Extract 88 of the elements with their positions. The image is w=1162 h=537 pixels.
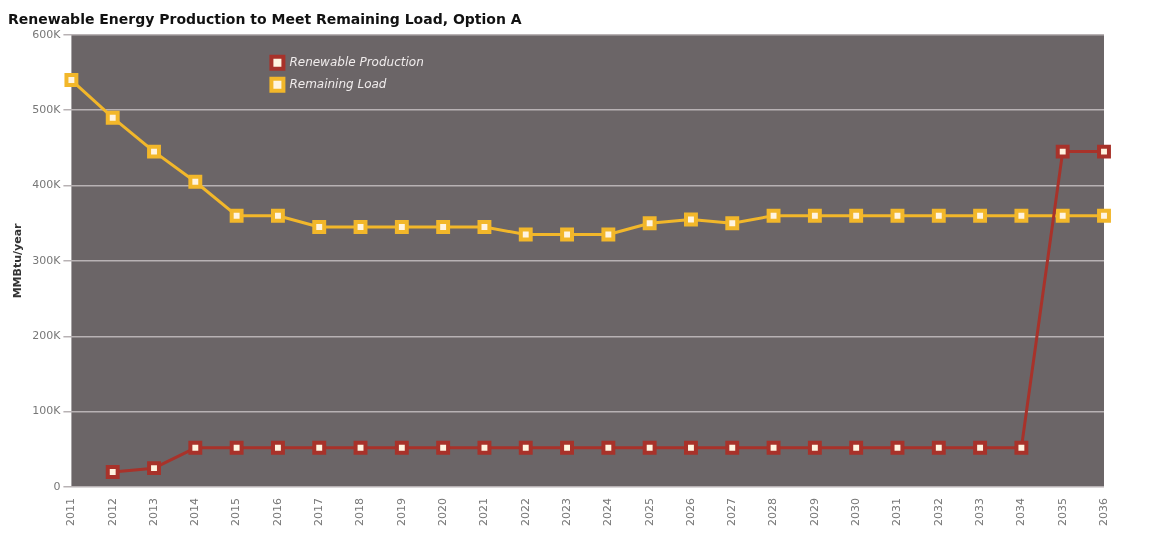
point (560, 440, 574, 455)
point (642, 216, 657, 231)
legend-label: Renewable Production (289, 54, 424, 69)
x-tick-label: 2031 (890, 498, 904, 527)
point (436, 220, 451, 234)
x-tick-label: 2036 (1096, 498, 1110, 527)
point (270, 440, 285, 455)
x-tick-label: 2020 (436, 498, 449, 527)
x-tick-label: 2034 (1014, 498, 1028, 527)
x-tick-label: 2014 (188, 498, 202, 527)
point (642, 440, 657, 455)
x-tick-label: 2035 (1055, 498, 1069, 527)
x-tick-label: 2026 (683, 498, 697, 527)
x-tick-label: 2032 (931, 498, 945, 527)
y-tick-label: 300K (32, 253, 62, 267)
point (601, 227, 616, 242)
x-tick-label: 2016 (270, 498, 284, 527)
point (890, 208, 905, 223)
point (1014, 208, 1029, 223)
point (518, 227, 533, 242)
x-tick-label: 2030 (849, 498, 863, 527)
x-tick-label: 2029 (807, 498, 821, 527)
point (1097, 208, 1111, 223)
x-tick-label: 2028 (766, 498, 780, 527)
point (849, 208, 864, 223)
point (477, 220, 492, 234)
point (1014, 440, 1029, 455)
point (807, 208, 822, 223)
x-tick-label: 2015 (229, 498, 243, 527)
x-tick-label: 2013 (146, 498, 160, 527)
point (353, 440, 368, 455)
point (229, 208, 244, 223)
point (601, 440, 616, 455)
x-tick-label: 2027 (725, 498, 739, 527)
x-tick-label: 2018 (353, 498, 367, 527)
x-tick-label: 2021 (477, 498, 491, 527)
point (973, 440, 988, 455)
x-tick-label: 2025 (642, 498, 656, 527)
x-tick-label: 2011 (64, 498, 78, 527)
point (560, 227, 574, 242)
point (477, 440, 492, 455)
point (684, 212, 698, 227)
point (394, 440, 409, 455)
y-tick-label: 100K (32, 404, 62, 418)
point (312, 440, 327, 455)
y-tick-label: 500K (32, 103, 62, 117)
x-tick-label: 2033 (972, 498, 986, 527)
point (394, 220, 409, 234)
point (684, 440, 698, 455)
point (147, 461, 161, 476)
point (270, 208, 285, 223)
point (312, 220, 327, 234)
y-tick-label: 200K (32, 329, 62, 343)
x-tick-label: 2017 (312, 498, 326, 527)
y-axis-title: MMBtu/year (11, 222, 25, 299)
point (353, 220, 368, 234)
point (931, 208, 946, 223)
point (188, 440, 203, 455)
point (931, 440, 946, 455)
point (890, 440, 905, 455)
point (518, 440, 533, 455)
chart-title: Renewable Energy Production to Meet Remaining Load, Option A (8, 11, 522, 28)
legend-label: Remaining Load (289, 76, 387, 91)
point (973, 208, 988, 223)
x-tick-label: 2024 (601, 498, 615, 527)
point (725, 216, 740, 231)
point (849, 440, 864, 455)
x-tick-label: 2019 (394, 498, 408, 527)
point (188, 174, 203, 189)
point (807, 440, 822, 455)
point (105, 110, 120, 125)
y-tick-label: 600K (32, 27, 62, 41)
point (1055, 208, 1070, 223)
x-tick-label: 2012 (105, 498, 119, 527)
x-tick-label: 2023 (559, 498, 573, 527)
y-tick-label: 0 (53, 479, 61, 493)
x-tick-label: 2022 (518, 498, 532, 527)
point (1097, 144, 1111, 159)
point (436, 440, 451, 455)
point (147, 144, 161, 159)
point (229, 440, 244, 455)
point (64, 73, 79, 87)
point (725, 440, 740, 455)
y-tick-label: 400K (32, 178, 62, 192)
point (1055, 144, 1070, 159)
point (766, 208, 781, 223)
point (105, 464, 120, 479)
point (766, 440, 781, 455)
